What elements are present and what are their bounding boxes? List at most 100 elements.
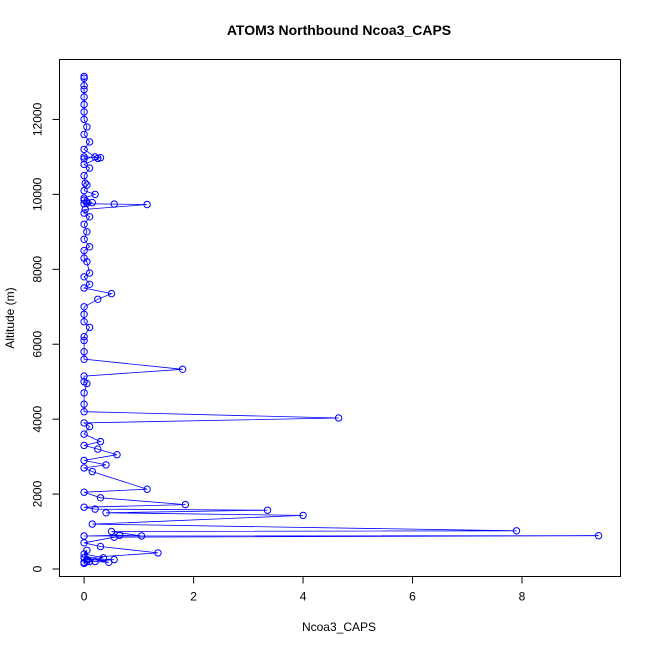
- data-point: [143, 485, 151, 493]
- y-tick-label: 8000: [31, 256, 45, 283]
- x-axis: 0 2 4 6 8: [78, 576, 526, 604]
- data-point: [80, 115, 88, 124]
- data-point: [80, 246, 88, 255]
- x-tick-label: 0: [81, 590, 88, 604]
- data-point: [80, 74, 88, 82]
- data-point: [99, 554, 108, 562]
- data-point: [334, 414, 343, 422]
- data-point: [80, 310, 88, 318]
- data-point: [113, 451, 121, 459]
- data-point: [80, 108, 88, 116]
- data-point: [80, 200, 88, 208]
- data-point: [80, 186, 88, 195]
- data-point: [512, 527, 521, 535]
- data-point: [594, 532, 603, 540]
- data-series: [80, 72, 603, 568]
- data-point: [85, 213, 94, 221]
- data-point: [107, 289, 116, 298]
- data-point: [80, 456, 88, 465]
- data-point: [299, 511, 307, 520]
- data-point: [91, 505, 99, 513]
- data-point: [88, 198, 97, 207]
- y-axis: 0 2000 4000 6000 8000 10000 12000: [31, 102, 60, 572]
- data-point: [80, 93, 88, 101]
- data-point: [80, 355, 88, 363]
- data-point: [80, 408, 88, 416]
- data-point: [178, 365, 187, 373]
- data-point: [80, 155, 88, 163]
- data-point: [85, 280, 94, 288]
- data-point: [80, 333, 88, 341]
- data-point: [83, 258, 91, 266]
- y-tick-label: 6000: [31, 331, 45, 358]
- data-point: [80, 171, 88, 180]
- x-tick-label: 8: [519, 590, 526, 604]
- data-point: [80, 503, 88, 511]
- data-point: [80, 559, 88, 568]
- data-point: [80, 389, 88, 397]
- data-point: [80, 160, 88, 169]
- data-point: [85, 243, 94, 251]
- data-point: [80, 318, 88, 326]
- y-tick-label: 12000: [31, 102, 45, 136]
- data-point: [110, 555, 118, 564]
- series-line: [82, 76, 599, 564]
- data-point: [80, 430, 88, 438]
- data-point: [80, 336, 88, 345]
- data-point: [80, 273, 88, 281]
- data-point: [85, 164, 94, 172]
- data-point: [80, 464, 88, 472]
- y-axis-label: Altitude (m): [3, 287, 17, 348]
- y-tick-label: 2000: [31, 480, 45, 507]
- data-point: [85, 422, 94, 431]
- data-point: [80, 348, 88, 356]
- data-point: [80, 82, 88, 90]
- y-tick-label: 10000: [31, 177, 45, 211]
- data-point: [81, 179, 89, 187]
- data-point: [85, 138, 94, 146]
- y-tick-label: 0: [31, 565, 45, 572]
- data-point: [80, 130, 88, 139]
- data-point: [91, 190, 99, 199]
- data-point: [80, 209, 88, 217]
- data-point: [137, 532, 146, 540]
- x-axis-label: Ncoa3_CAPS: [302, 620, 376, 634]
- plot-area-frame: [59, 59, 621, 577]
- chart-title: ATOM3 Northbound Ncoa3_CAPS: [227, 22, 451, 38]
- data-point: [110, 200, 118, 208]
- data-point: [94, 154, 102, 163]
- y-tick-label: 4000: [31, 405, 45, 432]
- data-point: [80, 441, 88, 450]
- data-point: [96, 542, 105, 551]
- data-point: [80, 539, 88, 547]
- data-point: [85, 269, 94, 277]
- data-point: [91, 557, 99, 566]
- data-point: [110, 533, 118, 541]
- x-tick-label: 2: [190, 590, 197, 604]
- data-point: [102, 461, 110, 469]
- data-point: [88, 520, 97, 528]
- data-point: [80, 220, 88, 229]
- data-point: [83, 228, 91, 236]
- data-point: [80, 372, 88, 380]
- data-point: [80, 235, 88, 244]
- data-point: [154, 549, 162, 557]
- data-point: [83, 123, 91, 131]
- data-point: [94, 295, 102, 303]
- data-point: [96, 437, 105, 446]
- data-point: [263, 506, 272, 514]
- data-point: [80, 284, 88, 292]
- data-point: [81, 205, 89, 214]
- data-point: [80, 419, 88, 427]
- data-point: [80, 100, 88, 109]
- data-point: [96, 494, 105, 502]
- data-point: [102, 509, 110, 517]
- data-point: [80, 85, 88, 94]
- data-point: [94, 445, 102, 453]
- data-point: [88, 467, 97, 476]
- x-tick-label: 4: [300, 590, 307, 604]
- data-point: [80, 303, 88, 311]
- data-point: [83, 546, 91, 554]
- data-point: [80, 145, 88, 154]
